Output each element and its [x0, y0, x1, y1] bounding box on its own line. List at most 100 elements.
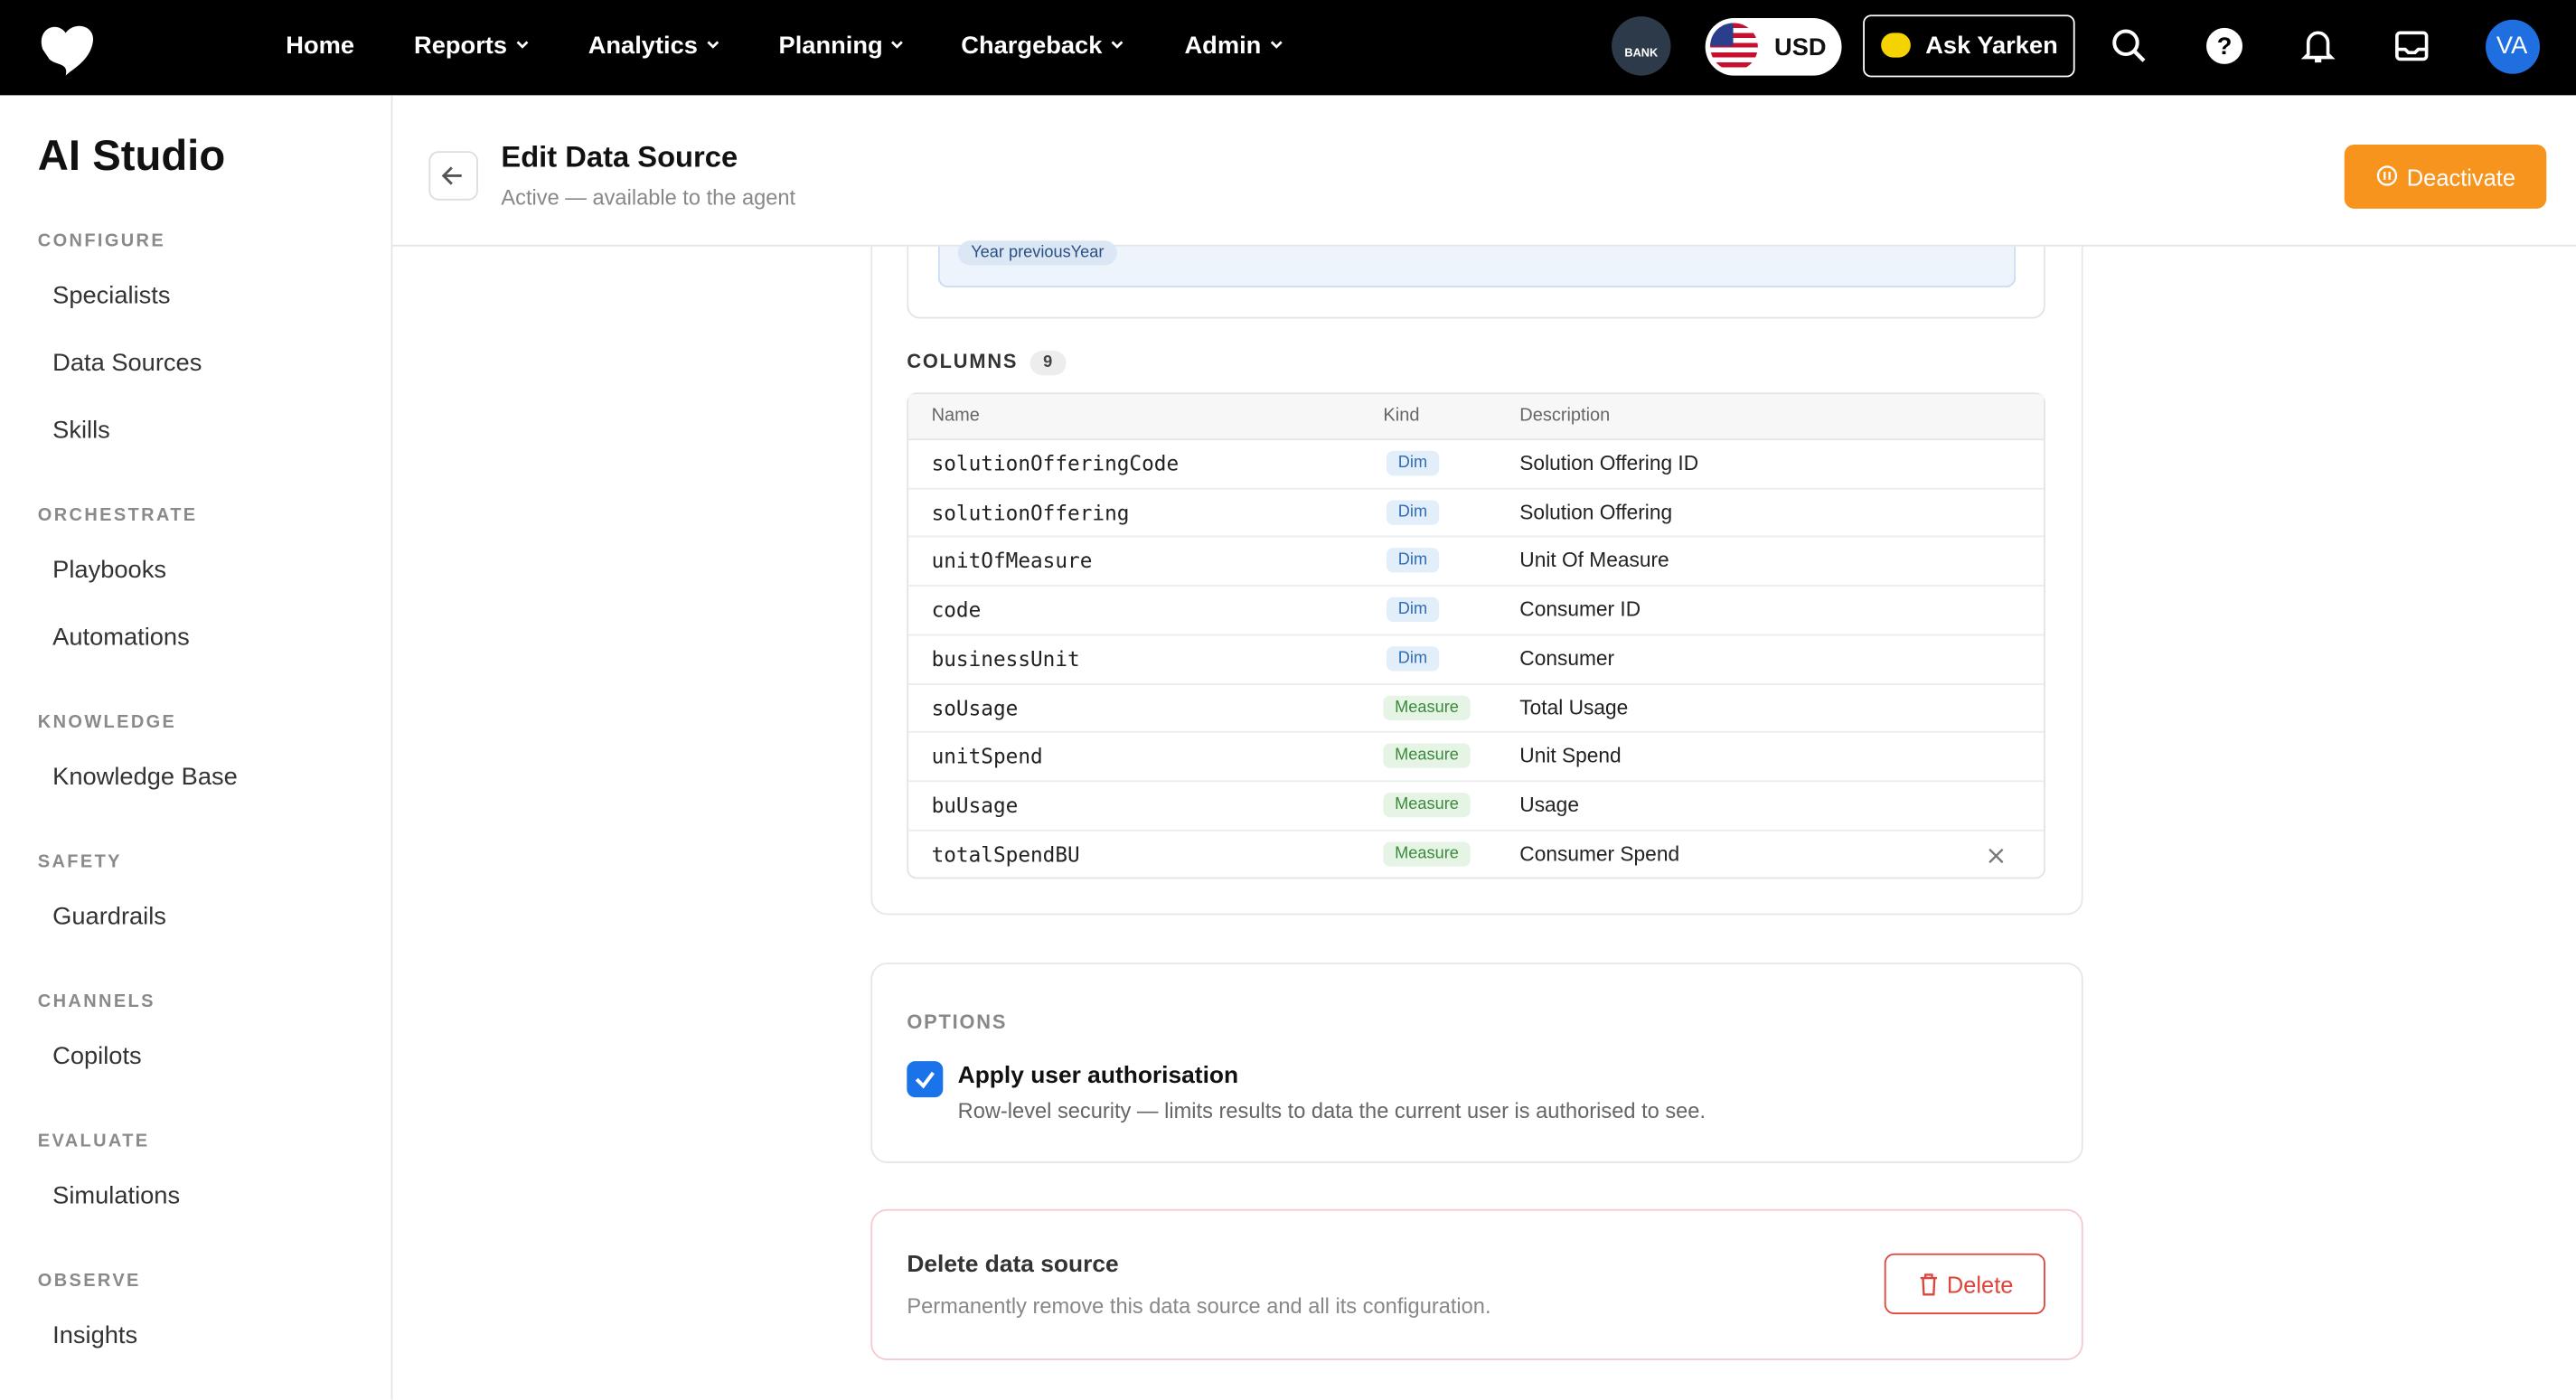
- kind-tag: Measure: [1383, 743, 1471, 769]
- toolbar-icon[interactable]: [2392, 26, 2431, 66]
- kind-tag: Dim: [1387, 645, 1439, 672]
- sidebar-item[interactable]: Playbooks: [52, 556, 166, 585]
- columns-card: [870, 246, 2083, 916]
- sidebar-item[interactable]: Copilots: [52, 1042, 142, 1071]
- ask-label: Ask Yarken: [1925, 32, 2058, 61]
- ask-button[interactable]: [1863, 14, 2075, 78]
- sidebar-item[interactable]: Specialists: [52, 281, 171, 310]
- sidebar: [0, 95, 393, 1400]
- sidebar-section: CONFIGURE: [37, 231, 166, 252]
- delete-title: Delete data source: [907, 1252, 1119, 1279]
- column-description: Consumer Spend: [1519, 841, 1680, 866]
- row-divider: [908, 829, 2045, 831]
- column-description: Solution Offering: [1519, 500, 1673, 524]
- row-divider: [908, 536, 2045, 539]
- checkbox-description: Row-level security — limits results to d…: [957, 1098, 1706, 1123]
- kind-tag: Dim: [1387, 499, 1439, 525]
- column-name: buUsage: [931, 792, 1019, 818]
- columns-table: [907, 392, 2045, 879]
- sidebar-section: EVALUATE: [37, 1132, 150, 1152]
- toolbar-icon[interactable]: [2299, 26, 2338, 66]
- top-bar: [0, 0, 2576, 96]
- toolbar-icon[interactable]: [2110, 26, 2149, 66]
- kind-tag: Measure: [1383, 694, 1471, 720]
- sidebar-section: ORCHESTRATE: [37, 505, 198, 526]
- page-title: Edit Data Source: [501, 140, 738, 174]
- bank-label: BANK: [1624, 48, 1659, 61]
- column-description: Consumer ID: [1519, 597, 1641, 622]
- sidebar-item[interactable]: Insights: [52, 1321, 138, 1350]
- deactivate-label: Deactivate: [2406, 164, 2516, 191]
- kind-tag: Measure: [1383, 792, 1471, 818]
- back-button[interactable]: [428, 151, 478, 201]
- column-name: unitOfMeasure: [931, 548, 1093, 574]
- toolbar-icon[interactable]: ?: [2205, 26, 2244, 66]
- filter-area: [937, 246, 2017, 288]
- sidebar-item[interactable]: Automations: [52, 623, 190, 652]
- nav-item[interactable]: Chargeback: [961, 32, 1125, 60]
- checkbox[interactable]: [907, 1061, 944, 1098]
- column-name: totalSpendBU: [931, 841, 1080, 867]
- row-divider: [908, 585, 2045, 587]
- delete-label: Delete: [1946, 1271, 2014, 1298]
- filter-chip: Year previousYear: [957, 240, 1117, 266]
- sidebar-item[interactable]: Skills: [52, 416, 110, 445]
- options-card: [870, 963, 2083, 1163]
- logo[interactable]: [33, 20, 105, 76]
- ask-icon: [1881, 33, 1911, 58]
- sidebar-section: KNOWLEDGE: [37, 712, 177, 733]
- avatar: VA: [2496, 32, 2528, 61]
- table-header-cell: Kind: [1383, 405, 1420, 426]
- count-badge: 9: [1029, 351, 1066, 376]
- filter-box: [907, 246, 2045, 319]
- kind-tag: Dim: [1387, 597, 1439, 623]
- column-description: Consumer: [1519, 646, 1615, 671]
- page-subtitle: Active — available to the agent: [501, 184, 796, 210]
- sidebar-item[interactable]: Knowledge Base: [52, 763, 238, 792]
- kind-tag: Dim: [1387, 450, 1439, 476]
- table-header-cell: Name: [931, 405, 980, 426]
- sidebar-item[interactable]: Simulations: [52, 1181, 181, 1210]
- row-divider: [908, 487, 2045, 490]
- column-description: Total Usage: [1519, 695, 1629, 719]
- svg-text:?: ?: [2217, 32, 2233, 60]
- column-description: Unit Spend: [1519, 744, 1622, 768]
- kind-tag: Dim: [1387, 548, 1439, 574]
- bank-icon[interactable]: [1612, 16, 1671, 76]
- nav-item[interactable]: Analytics: [588, 32, 721, 60]
- sidebar-item[interactable]: Data Sources: [52, 349, 202, 378]
- sidebar-item[interactable]: Guardrails: [52, 902, 166, 931]
- column-description: Usage: [1519, 793, 1579, 817]
- page-header: [392, 95, 2576, 247]
- row-divider: [908, 634, 2045, 636]
- row-divider: [908, 682, 2045, 685]
- nav-item[interactable]: Admin: [1184, 32, 1283, 60]
- checkbox-label[interactable]: Apply user authorisation: [957, 1062, 1239, 1090]
- column-name: businessUnit: [931, 645, 1080, 672]
- nav-item[interactable]: Home: [286, 32, 355, 61]
- delete-button[interactable]: [1884, 1253, 2045, 1315]
- deactivate-button[interactable]: [2344, 144, 2547, 209]
- remove-button[interactable]: [1986, 844, 2006, 864]
- column-description: Unit Of Measure: [1519, 549, 1669, 573]
- sidebar-section: SAFETY: [37, 852, 122, 873]
- avatar-circle[interactable]: [2486, 19, 2541, 74]
- nav-item[interactable]: Reports: [414, 32, 530, 60]
- row-divider: [908, 780, 2045, 782]
- sidebar-section: OBSERVE: [37, 1271, 141, 1292]
- section-label: COLUMNS: [907, 350, 1019, 373]
- column-name: soUsage: [931, 694, 1019, 720]
- sidebar-section: CHANNELS: [37, 991, 155, 1012]
- column-name: solutionOfferingCode: [931, 450, 1180, 476]
- nav-item[interactable]: Planning: [779, 32, 907, 60]
- delete-description: Permanently remove this data source and …: [907, 1293, 1491, 1319]
- table-header: [908, 394, 2045, 441]
- column-name: solutionOffering: [931, 499, 1130, 525]
- column-name: code: [931, 597, 982, 623]
- row-divider: [908, 731, 2045, 733]
- kind-tag: Measure: [1383, 841, 1471, 867]
- sidebar-title: AI Studio: [37, 130, 226, 181]
- table-header-cell: Description: [1519, 405, 1611, 426]
